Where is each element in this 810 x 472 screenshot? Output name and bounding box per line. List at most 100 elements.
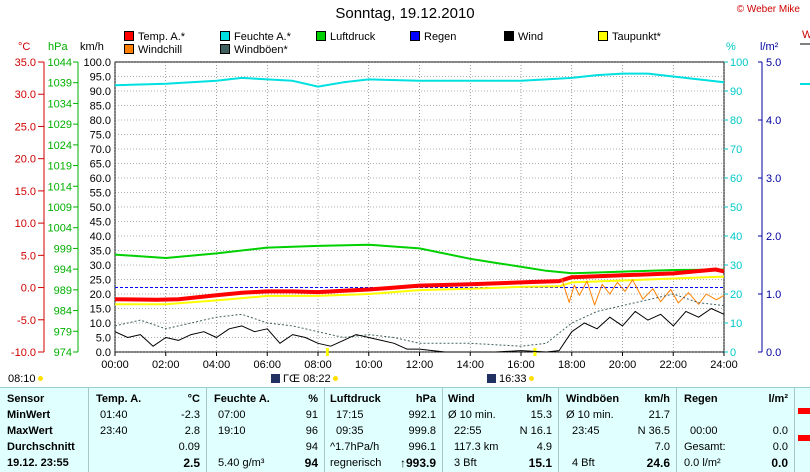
x-tick-label: 22:00 bbox=[659, 359, 687, 371]
legend-item: Windböen* bbox=[220, 44, 288, 56]
temp-tick-label: 30.0 bbox=[15, 89, 36, 101]
rain-tick-label: 3.0 bbox=[766, 173, 781, 185]
wind-unit: km/h bbox=[80, 41, 104, 53]
series-line bbox=[114, 308, 725, 353]
side-marker-red-2 bbox=[798, 435, 810, 441]
x-tick-label: 12:00 bbox=[406, 359, 434, 371]
temp-tick-label: 25.0 bbox=[15, 121, 36, 133]
legend-label: Windchill bbox=[138, 44, 183, 56]
temp-tick-label: 35.0 bbox=[15, 57, 36, 69]
legend-item: Feuchte A.* bbox=[220, 31, 291, 43]
legend-label: Taupunkt* bbox=[612, 31, 661, 43]
legend-item: Wind bbox=[504, 31, 543, 43]
x-tick-label: 16:00 bbox=[507, 359, 535, 371]
wind-tick-label: 75.0 bbox=[90, 130, 111, 142]
x-tick-label: 24:00 bbox=[710, 359, 738, 371]
pressure-tick-label: 1044 bbox=[48, 57, 72, 69]
rain-unit: l/m² bbox=[760, 41, 779, 53]
series-line bbox=[115, 275, 725, 306]
humidity-tick-label: 70 bbox=[730, 144, 742, 156]
wind-tick-label: 65.0 bbox=[90, 159, 111, 171]
humidity-unit: % bbox=[726, 41, 736, 53]
legend-item: Luftdruck bbox=[316, 31, 375, 43]
col-temp: Temp. A. °C 01:40 -2.3 23:40 2.8 0.09 2.… bbox=[88, 388, 207, 472]
x-tick-label: 04:00 bbox=[203, 359, 231, 371]
col-gusts: Windböen km/h Ø 10 min. 21.7 23:45 N 36.… bbox=[558, 388, 677, 472]
legend-label: Windböen* bbox=[234, 44, 288, 56]
wind-tick-label: 90.0 bbox=[90, 86, 111, 98]
legend-item: Regen bbox=[410, 31, 456, 43]
legend-swatch bbox=[124, 31, 134, 41]
cut-off-label: W bbox=[802, 29, 810, 41]
col-sensor: Sensor MinWert MaxWert Durchschnitt 19.1… bbox=[0, 388, 89, 472]
legend-swatch bbox=[316, 31, 326, 41]
humidity-tick-label: 10 bbox=[730, 318, 742, 330]
humidity-tick-label: 20 bbox=[730, 289, 742, 301]
humidity-tick-label: 80 bbox=[730, 115, 742, 127]
sun-left: 08:10 bbox=[8, 373, 43, 385]
legend-label: Feuchte A.* bbox=[234, 31, 291, 43]
wind-tick-label: 30.0 bbox=[90, 260, 111, 272]
legend-label: Regen bbox=[424, 31, 457, 43]
side-marker-red bbox=[798, 408, 810, 414]
legend-swatch bbox=[410, 31, 420, 41]
x-tick-label: 20:00 bbox=[609, 359, 637, 371]
legend-label: Temp. A.* bbox=[138, 31, 186, 43]
stats-table: Sensor MinWert MaxWert Durchschnitt 19.1… bbox=[0, 387, 810, 472]
wind-tick-label: 100.0 bbox=[83, 57, 111, 69]
humidity-tick-label: 30 bbox=[730, 260, 742, 272]
wind-tick-label: 5.0 bbox=[96, 333, 111, 345]
series-line bbox=[114, 293, 725, 347]
copyright: © Weber Mike bbox=[736, 4, 800, 15]
x-tick-label: 08:00 bbox=[304, 359, 332, 371]
pressure-tick-label: 994 bbox=[54, 264, 72, 276]
pressure-unit: hPa bbox=[48, 41, 68, 53]
wind-tick-label: 95.0 bbox=[90, 72, 111, 84]
x-tick-label: 00:00 bbox=[101, 359, 129, 371]
wind-tick-label: 25.0 bbox=[90, 275, 111, 287]
rain-tick-label: 2.0 bbox=[766, 231, 781, 243]
col-pressure: Luftdruck hPa 17:15 992.1 09:35 999.8 ^1… bbox=[324, 388, 443, 472]
wind-tick-label: 35.0 bbox=[90, 246, 111, 258]
pressure-tick-label: 999 bbox=[54, 243, 72, 255]
temp-unit: °C bbox=[18, 41, 30, 53]
legend-swatch bbox=[124, 44, 134, 54]
legend-item: Taupunkt* bbox=[598, 31, 661, 43]
x-tick-label: 02:00 bbox=[152, 359, 180, 371]
wind-tick-label: 20.0 bbox=[90, 289, 111, 301]
rain-tick-label: 4.0 bbox=[766, 115, 781, 127]
legend-label: Wind bbox=[518, 31, 544, 43]
pressure-tick-label: 984 bbox=[54, 306, 72, 318]
legend-swatch bbox=[220, 44, 230, 54]
weather-chart: 00:00 02:00 04:00 06:00 08:00 10:00 12:00 14:00… bbox=[11, 29, 810, 371]
wind-tick-label: 40.0 bbox=[90, 231, 111, 243]
temp-tick-label: -10.0 bbox=[11, 347, 36, 359]
wind-tick-label: 85.0 bbox=[90, 101, 111, 113]
page-title: Sonntag, 19.12.2010 bbox=[335, 5, 475, 22]
humidity-tick-label: 40 bbox=[730, 231, 742, 243]
pressure-tick-label: 1034 bbox=[48, 98, 72, 110]
pressure-tick-label: 1039 bbox=[48, 78, 72, 90]
wind-tick-label: 45.0 bbox=[90, 217, 111, 229]
temp-tick-label: 5.0 bbox=[21, 250, 36, 262]
wind-tick-label: 0.0 bbox=[96, 347, 111, 359]
wind-tick-label: 15.0 bbox=[90, 304, 111, 316]
legend-item: Windchill bbox=[124, 44, 182, 56]
temp-tick-label: 15.0 bbox=[15, 186, 36, 198]
pressure-tick-label: 974 bbox=[54, 347, 72, 359]
sunset: 16:33 bbox=[487, 373, 534, 385]
temp-tick-label: 20.0 bbox=[15, 154, 36, 166]
x-tick-label: 06:00 bbox=[253, 359, 281, 371]
col-humidity: Feuchte A. % 07:00 91 19:10 96 94 5.40 g… bbox=[206, 388, 325, 472]
rain-tick-label: 5.0 bbox=[766, 57, 781, 69]
humidity-tick-label: 50 bbox=[730, 202, 742, 214]
temp-tick-label: -5.0 bbox=[17, 315, 36, 327]
pressure-tick-label: 1029 bbox=[48, 119, 72, 131]
wind-tick-label: 10.0 bbox=[90, 318, 111, 330]
x-tick-label: 18:00 bbox=[558, 359, 586, 371]
rain-tick-label: 1.0 bbox=[766, 289, 781, 301]
pressure-tick-label: 1019 bbox=[48, 161, 72, 173]
x-tick-label: 14:00 bbox=[456, 359, 484, 371]
series-line bbox=[561, 278, 725, 306]
col-wind: Wind km/h Ø 10 min. 15.3 22:55 N 16.1 11… bbox=[442, 388, 559, 472]
